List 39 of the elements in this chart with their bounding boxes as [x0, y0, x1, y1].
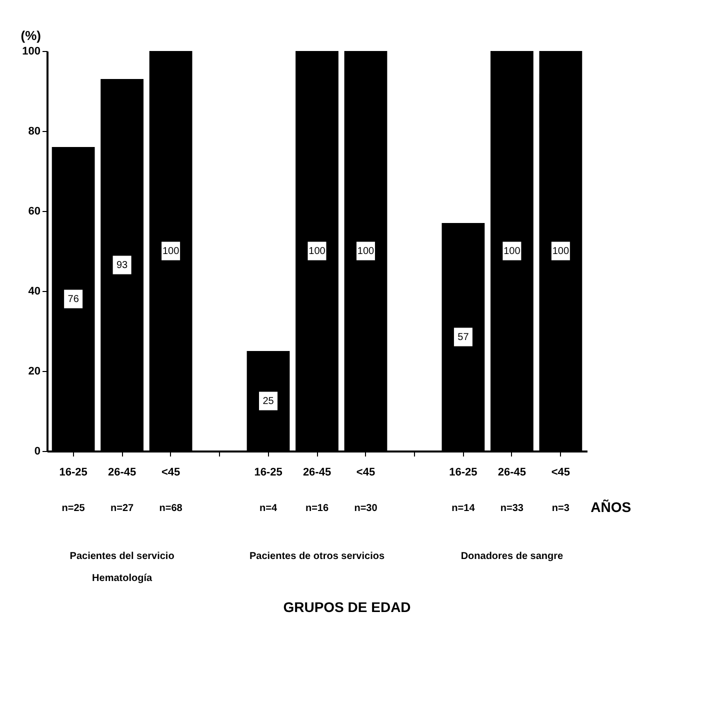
y-tick-label: 40	[28, 286, 40, 298]
text: Donadores de sangre	[460, 551, 564, 562]
x-tick-label: <45	[551, 466, 570, 478]
data-label: 100	[504, 246, 521, 257]
text: Pacientes de otros servicios	[249, 551, 385, 562]
text: n=16	[305, 503, 329, 514]
data-label: 100	[308, 246, 326, 257]
text: n=4	[260, 503, 278, 514]
text: n=27	[110, 503, 134, 514]
x-tick-label: <45	[161, 466, 180, 478]
text: n=3	[552, 503, 570, 514]
text: Pacientes del servicio Hematología	[70, 551, 174, 584]
text: AÑOS	[590, 499, 632, 515]
x-tick-label: 26-45	[108, 466, 136, 478]
y-tick-label: 80	[28, 126, 40, 138]
y-tick-label: 60	[28, 206, 40, 218]
text: n=30	[354, 503, 378, 514]
text: n=14	[452, 503, 476, 514]
data-label: 100	[552, 246, 570, 257]
text: GRUPOS DE EDAD	[283, 599, 411, 615]
y-tick-label: 0	[34, 446, 40, 458]
x-tick-label: <45	[356, 466, 376, 478]
text: n=25	[62, 503, 86, 514]
data-label: 93	[116, 260, 128, 271]
data-label: 57	[458, 332, 470, 343]
x-tick-label: 26-45	[302, 466, 332, 478]
data-label: 25	[262, 396, 274, 407]
x-tick-label: 16-25	[254, 466, 282, 478]
x-tick-label: 16-25	[449, 466, 478, 478]
data-label: 76	[68, 294, 80, 305]
data-label: 100	[162, 246, 180, 257]
text: n=33	[500, 503, 524, 514]
x-tick-label: 16-25	[59, 466, 88, 478]
y-tick-label: 100	[22, 46, 40, 58]
y-tick-label: 20	[28, 366, 40, 378]
data-label: 100	[357, 246, 375, 257]
y-axis-title: (%)	[20, 28, 41, 43]
text: n=68	[159, 503, 183, 514]
x-tick-label: 26-45	[498, 466, 526, 478]
